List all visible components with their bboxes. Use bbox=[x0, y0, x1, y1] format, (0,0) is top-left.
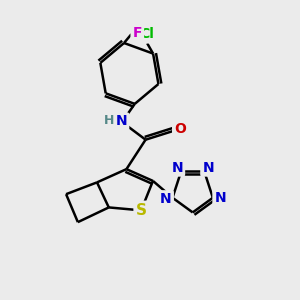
Text: H: H bbox=[103, 114, 114, 127]
Text: F: F bbox=[133, 26, 142, 40]
Text: N: N bbox=[160, 192, 172, 206]
Text: N: N bbox=[202, 160, 214, 175]
Text: N: N bbox=[172, 160, 183, 175]
Text: Cl: Cl bbox=[140, 27, 154, 41]
Text: N: N bbox=[214, 191, 226, 205]
Text: N: N bbox=[116, 114, 127, 128]
Text: S: S bbox=[136, 203, 147, 218]
Text: O: O bbox=[174, 122, 186, 136]
